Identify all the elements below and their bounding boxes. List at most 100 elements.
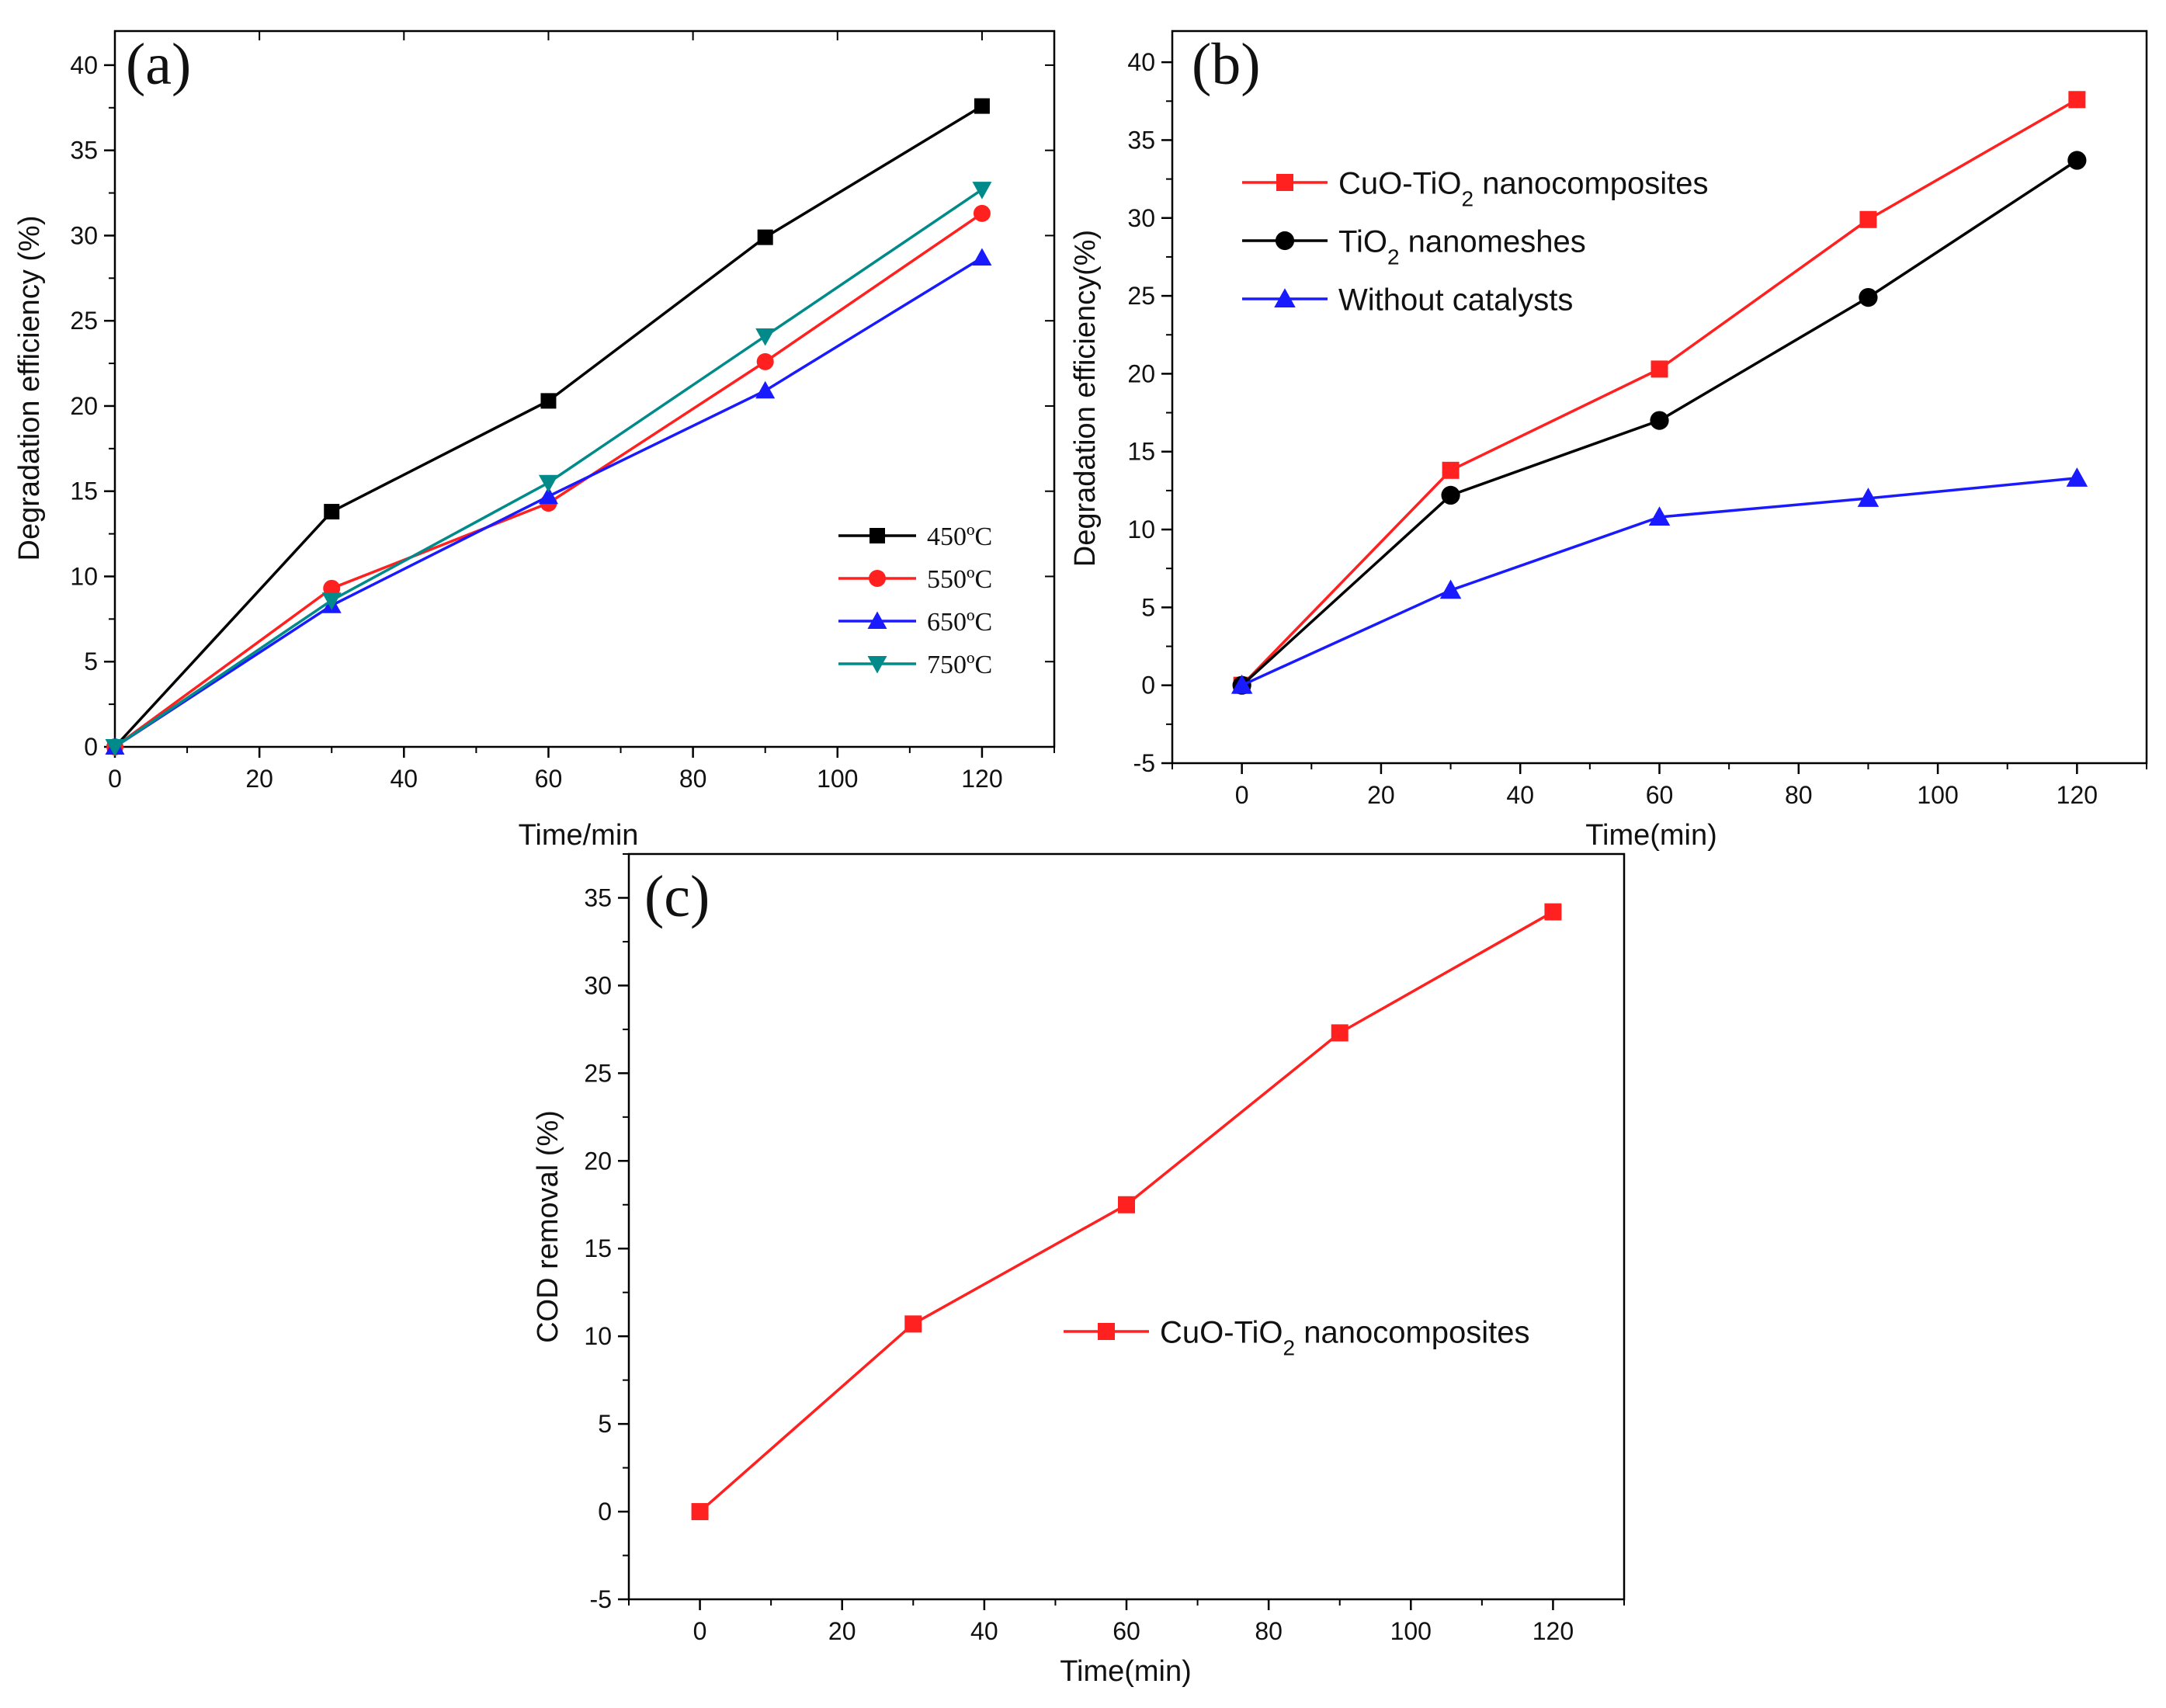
x-tick-label: 100 bbox=[1390, 1617, 1432, 1645]
chart-panel-1: 0 20 40 60 80 100 120 -5 0 5 10 15 20 25 30 35 40 Time(mi… bbox=[1069, 30, 2148, 852]
x-axis-label: Time(min) bbox=[1060, 1655, 1192, 1688]
x-tick-label: 40 bbox=[970, 1617, 998, 1645]
data-point-s2-p4 bbox=[972, 248, 992, 266]
legend-label-2: Without catalysts bbox=[1338, 283, 1573, 317]
y-tick-label: 35 bbox=[584, 884, 612, 911]
legend-label-1: 550ºC bbox=[927, 565, 992, 594]
y-tick-label: 30 bbox=[1127, 204, 1155, 232]
data-point-s0-p2 bbox=[1118, 1196, 1135, 1213]
data-point-s3-p4 bbox=[972, 182, 992, 200]
x-tick-label: 0 bbox=[693, 1617, 707, 1645]
panel-label: (a) bbox=[126, 32, 191, 97]
x-tick-label: 120 bbox=[961, 765, 1002, 793]
y-tick-label: 40 bbox=[70, 51, 98, 79]
x-tick-label: 0 bbox=[1235, 781, 1249, 809]
legend-marker-1 bbox=[869, 570, 886, 587]
y-tick-label: 25 bbox=[1127, 282, 1155, 310]
y-tick-label: 0 bbox=[84, 733, 98, 761]
legend-marker-2 bbox=[867, 611, 887, 629]
data-point-s2-p3 bbox=[755, 380, 776, 399]
data-point-s1-p1 bbox=[1441, 485, 1460, 505]
x-tick-label: 60 bbox=[1113, 1617, 1140, 1645]
y-tick-label: 0 bbox=[1141, 672, 1155, 700]
data-point-s0-p3 bbox=[1859, 210, 1877, 228]
y-tick-label: 10 bbox=[1127, 516, 1155, 543]
panel-label: (b) bbox=[1192, 32, 1261, 97]
legend-marker-0 bbox=[870, 528, 885, 543]
y-tick-label: 20 bbox=[1127, 359, 1155, 387]
y-tick-label: 35 bbox=[70, 137, 98, 165]
chart-panel-0: 0 20 40 60 80 100 120 0 5 10 15 20 25 30 35 40 Time/min D… bbox=[13, 30, 1056, 852]
x-tick-label: 40 bbox=[1506, 781, 1534, 809]
data-point-s1-p2 bbox=[1650, 411, 1669, 430]
legend-marker-3 bbox=[867, 656, 887, 674]
x-tick-label: 0 bbox=[108, 765, 122, 793]
data-point-s0-p4 bbox=[1544, 903, 1562, 921]
legend-marker-0 bbox=[1276, 174, 1293, 191]
data-point-s0-p2 bbox=[540, 393, 557, 409]
data-point-s0-p0 bbox=[691, 1503, 709, 1521]
plot-frame bbox=[1171, 30, 2148, 765]
x-tick-label: 80 bbox=[679, 765, 707, 793]
y-tick-label: 40 bbox=[1127, 48, 1155, 76]
data-point-s2-p4 bbox=[2066, 467, 2088, 487]
y-tick-label: 20 bbox=[584, 1147, 612, 1175]
y-tick-label: 15 bbox=[1127, 438, 1155, 466]
y-tick-label: 30 bbox=[70, 221, 98, 249]
data-point-s2-p2 bbox=[538, 486, 558, 505]
legend-label-0: 450ºC bbox=[927, 522, 992, 551]
legend-label-0: CuO-TiO2 nanocomposites bbox=[1160, 1315, 1530, 1359]
data-point-s1-p3 bbox=[1859, 287, 1878, 307]
x-tick-label: 60 bbox=[1646, 781, 1674, 809]
data-point-s3-p0 bbox=[105, 739, 125, 757]
legend-marker-1 bbox=[1275, 231, 1295, 251]
x-axis-label: Time/min bbox=[519, 819, 639, 852]
y-tick-label: -5 bbox=[590, 1585, 612, 1613]
x-tick-label: 20 bbox=[1367, 781, 1395, 809]
data-point-s0-p1 bbox=[1442, 461, 1460, 479]
x-tick-label: 40 bbox=[391, 765, 418, 793]
x-tick-label: 120 bbox=[2057, 781, 2098, 809]
plot-frame bbox=[627, 852, 1626, 1601]
legend-label-0: CuO-TiO2 nanocomposites bbox=[1338, 166, 1709, 210]
data-point-s0-p4 bbox=[974, 98, 990, 114]
y-tick-label: -5 bbox=[1133, 749, 1155, 777]
x-tick-label: 80 bbox=[1785, 781, 1813, 809]
data-point-s0-p3 bbox=[757, 229, 773, 245]
legend-marker-2 bbox=[1274, 288, 1296, 307]
legend-label-1: TiO2 nanomeshes bbox=[1338, 224, 1586, 269]
y-tick-label: 15 bbox=[584, 1234, 612, 1262]
y-tick-label: 5 bbox=[84, 647, 98, 675]
data-point-s1-p4 bbox=[2067, 151, 2087, 170]
data-point-s2-p3 bbox=[1857, 488, 1880, 507]
data-point-s3-p1 bbox=[321, 592, 342, 610]
legend-marker-0 bbox=[1098, 1323, 1115, 1340]
y-axis-label: COD removal (%) bbox=[532, 1110, 564, 1343]
data-point-s2-p1 bbox=[1439, 579, 1462, 599]
x-tick-label: 120 bbox=[1533, 1617, 1574, 1645]
x-tick-label: 20 bbox=[245, 765, 273, 793]
data-point-s0-p4 bbox=[2068, 91, 2086, 109]
y-tick-label: 25 bbox=[70, 307, 98, 335]
x-tick-label: 100 bbox=[817, 765, 858, 793]
y-tick-label: 5 bbox=[1141, 593, 1155, 621]
x-tick-label: 20 bbox=[828, 1617, 856, 1645]
y-axis-label: Degradation efficiency (%) bbox=[13, 216, 46, 561]
plot-frame bbox=[113, 30, 1056, 748]
y-tick-label: 15 bbox=[70, 477, 98, 505]
data-point-s0-p1 bbox=[324, 504, 340, 520]
data-point-s2-p0 bbox=[1231, 674, 1253, 694]
data-point-s3-p2 bbox=[538, 474, 558, 493]
legend-label-3: 750ºC bbox=[927, 651, 992, 679]
data-point-s0-p1 bbox=[904, 1315, 922, 1333]
data-point-s1-p4 bbox=[973, 204, 991, 222]
data-point-s3-p3 bbox=[755, 328, 776, 346]
x-tick-label: 100 bbox=[1917, 781, 1958, 809]
y-tick-label: 10 bbox=[70, 562, 98, 590]
y-tick-label: 35 bbox=[1127, 126, 1155, 154]
y-tick-label: 5 bbox=[598, 1410, 612, 1438]
y-tick-label: 30 bbox=[584, 971, 612, 999]
y-tick-label: 10 bbox=[584, 1322, 612, 1350]
legend-label-2: 650ºC bbox=[927, 608, 992, 637]
